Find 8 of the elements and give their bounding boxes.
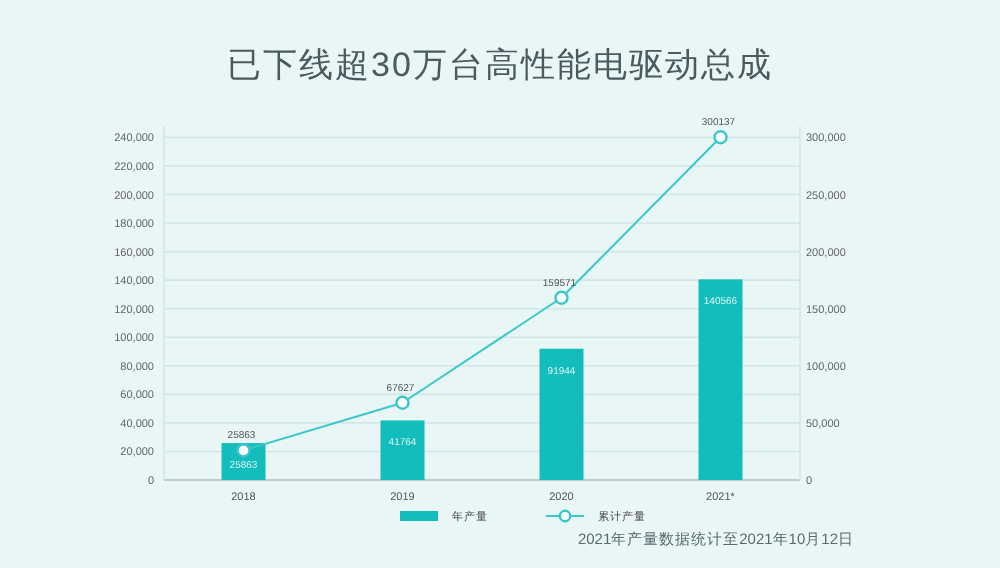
bar (380, 420, 425, 480)
bar (539, 348, 584, 480)
point (554, 290, 569, 305)
chart-title: 已下线超30万台高性能电驱动总成 (227, 46, 773, 84)
point (713, 130, 728, 145)
bar (698, 279, 743, 480)
point (236, 443, 251, 458)
point (395, 395, 410, 410)
